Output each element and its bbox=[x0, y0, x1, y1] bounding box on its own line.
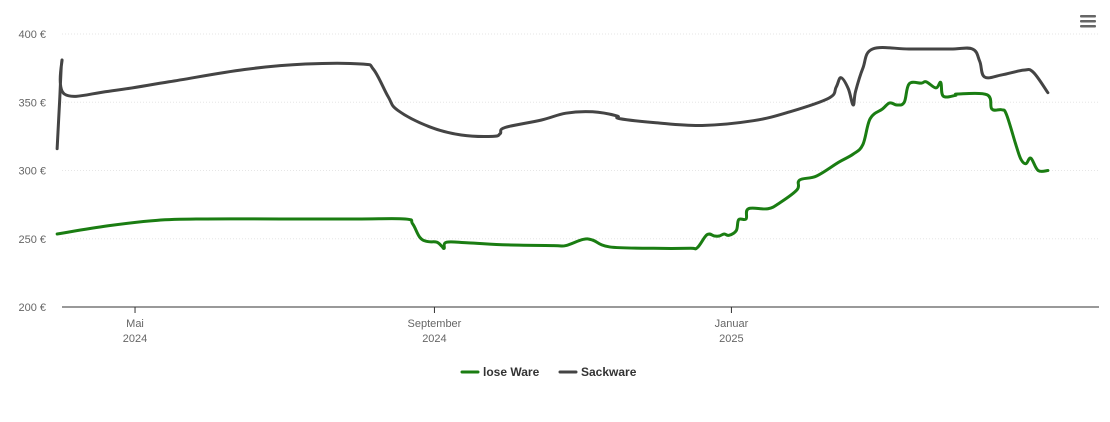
chart-grid bbox=[62, 33, 1099, 240]
y-axis: 400 € 350 € 300 € 250 € 200 € bbox=[18, 29, 46, 314]
y-tick-label: 350 € bbox=[18, 97, 46, 109]
x-tick-label: Mai bbox=[126, 318, 144, 330]
series-line-lose-ware[interactable] bbox=[55, 80, 1050, 251]
y-tick-label: 250 € bbox=[18, 234, 46, 246]
legend-item[interactable]: Sackware bbox=[558, 365, 637, 379]
x-tick-label: September bbox=[408, 318, 462, 330]
y-tick-label: 200 € bbox=[18, 302, 46, 314]
y-tick-label: 400 € bbox=[18, 29, 46, 41]
series-line-sackware[interactable] bbox=[55, 46, 1050, 151]
chart-legend[interactable]: lose Ware Sackware bbox=[460, 365, 637, 379]
legend-label: Sackware bbox=[581, 365, 637, 379]
hamburger-menu-icon[interactable] bbox=[1078, 12, 1098, 32]
y-tick-label: 300 € bbox=[18, 166, 46, 178]
x-tick-label-year: 2024 bbox=[422, 333, 446, 345]
x-tick-label-year: 2024 bbox=[123, 333, 147, 345]
x-tick-label-year: 2025 bbox=[719, 333, 743, 345]
chart-series bbox=[55, 46, 1050, 251]
legend-label: lose Ware bbox=[483, 365, 540, 379]
x-axis: Mai 2024 September 2024 Januar 2025 bbox=[62, 306, 1099, 345]
x-tick-label: Januar bbox=[715, 318, 749, 330]
legend-item[interactable]: lose Ware bbox=[460, 365, 540, 379]
